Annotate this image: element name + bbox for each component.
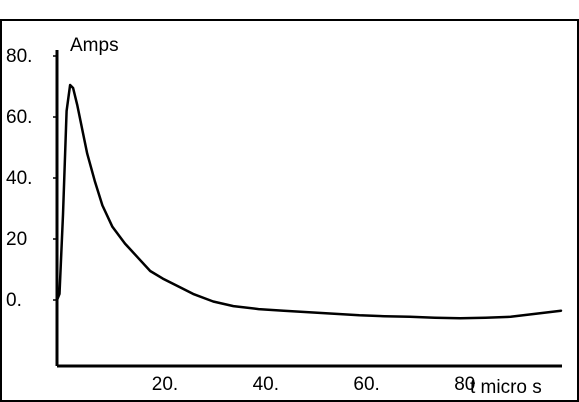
x-tick-label: 80 (454, 374, 475, 395)
x-tick-labels: 20. 40. 60. 80 (152, 374, 476, 395)
x-axis-label: t micro s (470, 377, 542, 398)
series-line-0 (55, 83, 563, 320)
y-tick-label: 20 (6, 229, 27, 250)
y-tick-labels: 80. 60. 40. 20 0. (6, 46, 57, 311)
x-tick-label: 60. (353, 374, 379, 395)
chart-frame (0, 19, 579, 402)
y-axis-label: Amps (70, 35, 119, 56)
y-tick-label: 40. (6, 168, 32, 189)
y-tick-label: 60. (6, 107, 32, 128)
series-layer (55, 83, 563, 320)
y-tick-label: 80. (6, 46, 32, 67)
x-tick-label: 20. (152, 374, 178, 395)
x-tick-label: 40. (253, 374, 279, 395)
y-tick-label: 0. (6, 290, 22, 311)
